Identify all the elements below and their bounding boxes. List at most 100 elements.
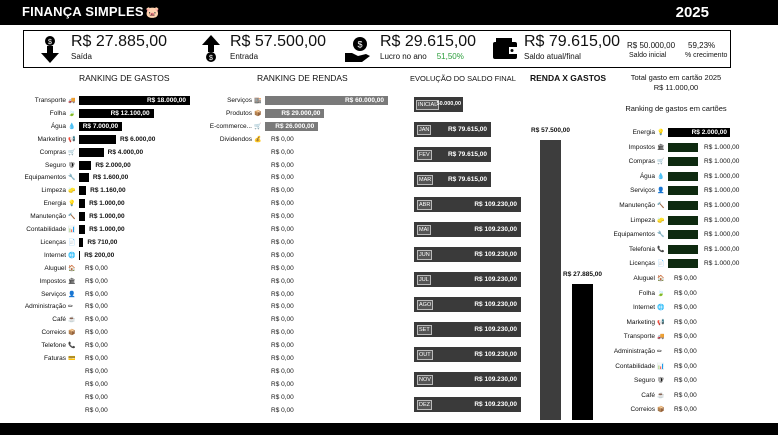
gastos-label: Limpeza — [41, 187, 66, 195]
rendas-bar-value: R$ 0,00 — [271, 303, 294, 311]
cartao-bar — [668, 186, 698, 196]
brand-text: FINANÇA SIMPLES — [22, 4, 144, 19]
gastos-category-icon: 🔨 — [68, 214, 76, 221]
rendas-bar — [265, 96, 388, 105]
saldo-month-value: R$ 109.230,00 — [474, 326, 517, 333]
cartao-bar-value: R$ 1.000,00 — [704, 172, 740, 180]
gastos-bar-value: R$ 4.000,00 — [107, 148, 144, 156]
gastos-category-icon: 🧽 — [68, 188, 76, 195]
cartao-label: Administração — [613, 348, 655, 355]
saldo-month-value: R$ 109.230,00 — [474, 351, 517, 358]
gastos-category-icon: 📄 — [68, 239, 76, 246]
rendas-bar-value: R$ 29.000,00 — [281, 109, 321, 117]
renda-bar — [540, 140, 561, 420]
kpi-crescimento-value: 59,23% — [688, 41, 716, 50]
rendas-bar-value: R$ 0,00 — [271, 213, 294, 221]
gastos-label: Água — [50, 122, 66, 130]
saldo-month-value: R$ 109.230,00 — [474, 301, 517, 308]
gastos-label: Contabilidade — [26, 226, 66, 233]
cartao-label: Serviços — [630, 187, 655, 195]
cartao-label: Manutenção — [619, 202, 655, 209]
rendas-bar-value: R$ 0,00 — [271, 148, 294, 156]
gastos-bar-value: R$ 0,00 — [85, 367, 108, 375]
rendas-bar-value: R$ 0,00 — [271, 264, 294, 272]
kpi-saida-value: R$ 27.885,00 — [71, 33, 168, 50]
rendas-category-icon: 💰 — [254, 136, 262, 143]
cartao-category-icon: ✏ — [657, 349, 663, 355]
saldo-month-value: R$ 109.230,00 — [474, 201, 517, 208]
rendas-bar-value: R$ 0,00 — [271, 174, 294, 182]
gastos-category-icon: 📢 — [68, 136, 76, 143]
rendas-bar-value: R$ 0,00 — [271, 393, 294, 401]
gastos-total-bar — [572, 284, 593, 420]
kpi-entrada-value: R$ 57.500,00 — [230, 33, 327, 50]
rendas-label: E-commerce... — [209, 122, 252, 130]
kpi-crescimento: 59,23% % crecimento — [682, 31, 730, 67]
gastos-bar — [79, 225, 86, 234]
rendas-bar — [265, 121, 319, 131]
cartao-label: Telefonia — [628, 245, 655, 253]
piggy-bank-icon: 🐷 — [145, 7, 160, 19]
cartao-bar-value: R$ 1.000,00 — [704, 143, 740, 151]
cartao-category-icon: 🛒 — [657, 159, 665, 166]
saldo-month-bar: JAN R$ 79.615,00 — [414, 122, 491, 137]
rendas-bar-value: R$ 0,00 — [271, 161, 294, 169]
year-label: 2025 — [675, 4, 709, 21]
renda-gastos-title: RENDA X GASTOS — [530, 73, 607, 83]
gastos-bar-value: R$ 0,00 — [85, 303, 108, 311]
saldo-month-bar: INICIAL 50.000,00 — [414, 97, 463, 112]
hand-money-icon: $ — [345, 37, 370, 62]
kpi-saida-label: Saída — [71, 52, 92, 61]
gastos-bar-value: R$ 0,00 — [85, 406, 108, 414]
saldo-final-title: EVOLUÇÃO DO SALDO FINAL — [410, 74, 516, 83]
saldo-month-label: AGO — [417, 300, 434, 310]
rendas-bar-value: R$ 0,00 — [271, 238, 294, 246]
gastos-category-icon: 🛒 — [68, 149, 76, 156]
svg-text:$: $ — [48, 39, 52, 46]
cartao-label: Licenças — [629, 260, 655, 268]
rendas-bar-value: R$ 0,00 — [271, 251, 294, 259]
cartao-category-icon: 💧 — [657, 173, 665, 180]
cartao-bar-value: R$ 1.000,00 — [704, 216, 740, 224]
saldo-month-label: MAI — [417, 225, 431, 235]
gastos-bar-value: R$ 200,00 — [84, 251, 115, 259]
kpi-lucro: $ R$ 29.615,00 Lucro no ano 51,50% — [344, 31, 494, 67]
bottom-bar — [0, 423, 778, 435]
gastos-bar-value: R$ 0,00 — [85, 355, 108, 362]
cartao-category-icon: 🍃 — [657, 290, 665, 297]
cartao-total-label: Total gasto em cartão 2025 — [630, 73, 722, 82]
saldo-month-bar: NOV R$ 109.230,00 — [414, 372, 521, 387]
cartao-total-value: R$ 11.000,00 — [653, 83, 699, 92]
gastos-category-icon: 📊 — [68, 227, 76, 233]
cartao-category-icon: 🛡 — [657, 378, 665, 385]
rendas-bar-value: R$ 0,00 — [271, 200, 294, 208]
rendas-bar-value: R$ 0,00 — [271, 342, 294, 350]
saldo-month-bar: OUT R$ 109.230,00 — [414, 347, 521, 362]
arrow-up-icon: $ — [202, 35, 220, 62]
cartao-category-icon: 📦 — [657, 407, 665, 414]
cartao-bar — [668, 230, 698, 240]
rendas-bar-value: R$ 0,00 — [271, 329, 294, 337]
saldo-month-label: OUT — [417, 350, 433, 360]
gastos-label: Impostos — [39, 277, 66, 285]
saldo-month-bar: ABR R$ 109.230,00 — [414, 197, 521, 212]
cartao-bar-value: R$ 0,00 — [674, 391, 697, 399]
brand-logo: FINANÇA SIMPLES 🐷 — [22, 4, 160, 19]
gastos-label: Faturas — [43, 355, 66, 362]
gastos-bar — [79, 186, 87, 196]
gastos-label: Licenças — [40, 238, 66, 246]
saldo-month-value: R$ 79.615,00 — [447, 151, 487, 158]
cartao-bar-value: R$ 1.000,00 — [704, 245, 740, 253]
cartao-bar-value: R$ 2.000,00 — [691, 129, 727, 136]
gastos-bar — [79, 108, 154, 118]
rendas-bar-value: R$ 0,00 — [271, 316, 294, 324]
cartao-label: Compras — [628, 158, 655, 166]
cartao-category-icon: 🏛 — [657, 144, 665, 151]
kpi-saldo-label: Saldo atual/final — [524, 52, 581, 61]
gastos-label: Equipamentos — [24, 174, 66, 182]
saldo-month-value: R$ 109.230,00 — [474, 401, 517, 408]
gastos-category-icon: 💳 — [68, 356, 76, 362]
gastos-label: Serviços — [41, 290, 66, 298]
saldo-month-bar: AGO R$ 109.230,00 — [414, 297, 521, 312]
gastos-label: Correios — [41, 329, 66, 337]
